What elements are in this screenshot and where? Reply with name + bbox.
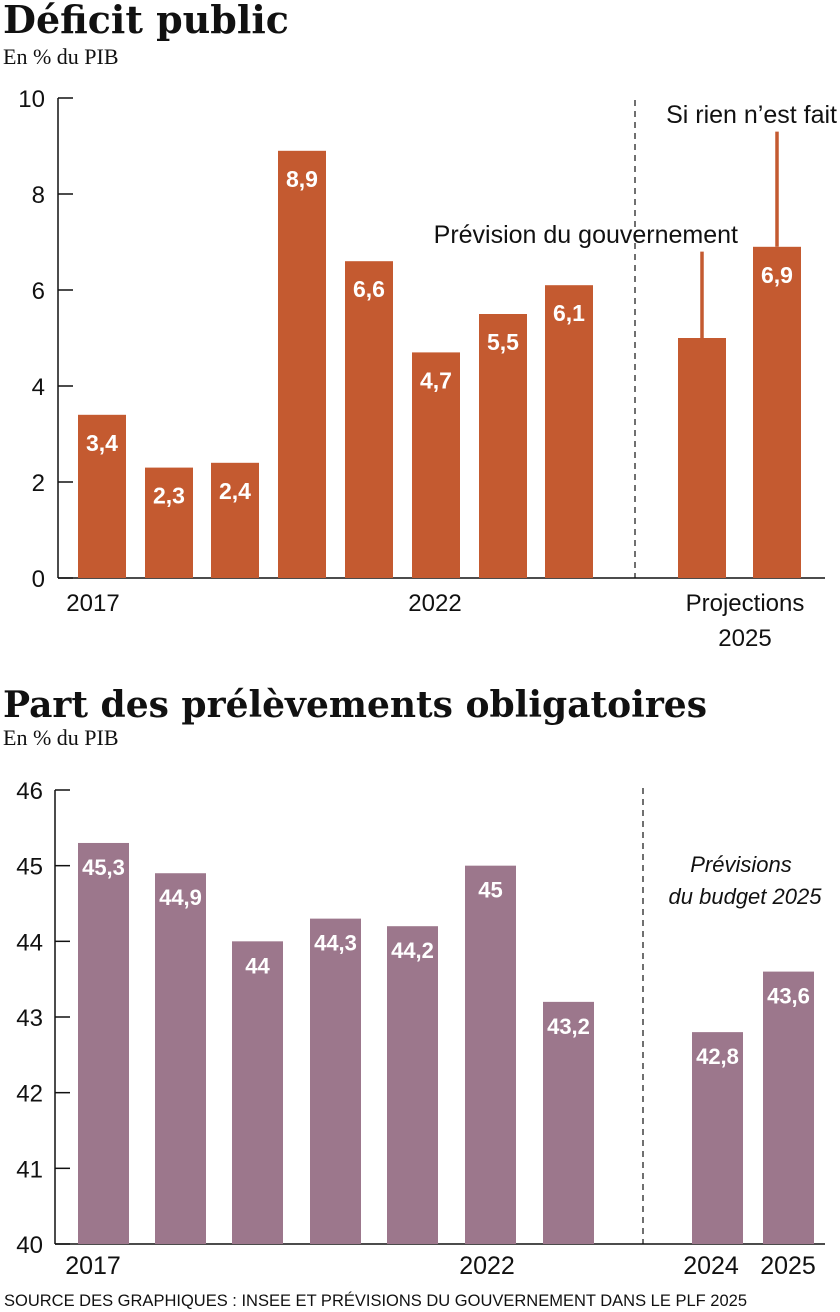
deficit-bar-label: 6,9: [761, 262, 793, 288]
prelevements-bar-label: 42,8: [696, 1044, 739, 1069]
deficit-annotation-si-rien: Si rien n’est fait: [666, 101, 837, 129]
prelevements-bars: 45,3 44,9 44 44,3 44,2 45 43,2 42,8 43,6: [78, 842, 814, 1244]
deficit-title: Déficit public: [3, 0, 289, 42]
deficit-bar: [753, 246, 801, 579]
prelevements-bar-label: 44,2: [391, 938, 434, 963]
deficit-bar: [412, 352, 460, 578]
prelevements-bar-label: 44,3: [314, 931, 357, 956]
prelevements-xlabel-2017: 2017: [65, 1252, 121, 1280]
deficit-bar: [545, 285, 593, 578]
prelevements-tick-label: 44: [16, 929, 43, 956]
deficit-bar: [678, 338, 726, 578]
prelevements-bar-label: 43,6: [767, 984, 810, 1009]
prelevements-subtitle: En % du PIB: [3, 725, 119, 750]
prelevements-tick-label: 45: [16, 854, 43, 881]
deficit-tick-label: 10: [18, 86, 45, 113]
deficit-xlabel-projections: Projections: [686, 590, 805, 617]
prelevements-annotation-line1: Prévisions: [690, 852, 791, 877]
prelevements-bar: [310, 918, 361, 1244]
prelevements-bar: [763, 971, 814, 1244]
deficit-bar-label: 3,4: [86, 430, 118, 456]
prelevements-tick-label: 46: [16, 778, 43, 805]
prelevements-bar: [543, 1001, 594, 1244]
prelevements-xlabel-2022: 2022: [459, 1252, 515, 1280]
deficit-xlabel-2017: 2017: [66, 590, 119, 617]
prelevements-bar-label: 44: [245, 953, 270, 978]
deficit-bar-label: 6,6: [353, 276, 385, 302]
deficit-bar: [345, 261, 393, 578]
prelevements-bar-label: 45: [478, 878, 502, 903]
deficit-bar: [211, 462, 259, 578]
deficit-xlabel-2025: 2025: [718, 625, 771, 652]
prelevements-bar-label: 45,3: [82, 855, 125, 880]
deficit-tick-label: 4: [32, 374, 45, 401]
prelevements-bar: [232, 941, 283, 1244]
prelevements-bar: [155, 873, 206, 1244]
deficit-bar-label: 5,5: [487, 329, 519, 355]
deficit-bar-label: 2,3: [153, 483, 185, 509]
prelevements-title: Part des prélèvements obligatoires: [3, 684, 707, 726]
deficit-bar: [145, 467, 193, 578]
prelevements-tick-label: 42: [16, 1081, 43, 1108]
deficit-tick-label: 0: [32, 566, 45, 593]
deficit-xlabel-2022: 2022: [408, 590, 461, 617]
prelevements-xlabel-2024: 2024: [683, 1252, 739, 1280]
deficit-bar: [479, 314, 527, 578]
source-note: SOURCE DES GRAPHIQUES : INSEE ET PRÉVISI…: [4, 1291, 747, 1310]
prelevements-xlabel-2025: 2025: [760, 1252, 816, 1280]
deficit-bars: 3,4 2,3 2,4 8,9 6,6 4,7 5,5 6,1 6,9: [78, 131, 801, 579]
prelevements-bar-label: 43,2: [547, 1014, 590, 1039]
deficit-bar: [78, 414, 126, 578]
deficit-subtitle: En % du PIB: [3, 44, 119, 69]
prelevements-bar: [692, 1032, 743, 1244]
deficit-bar-label: 4,7: [420, 367, 452, 393]
deficit-bar: [278, 150, 326, 579]
deficit-annotation-prevision: Prévision du gouvernement: [434, 221, 738, 249]
deficit-tick-label: 8: [32, 182, 45, 209]
deficit-bar-label: 2,4: [219, 478, 251, 504]
prelevements-bar: [387, 926, 438, 1244]
prelevements-bar: [78, 842, 129, 1244]
prelevements-chart: Part des prélèvements obligatoires En % …: [3, 684, 825, 1280]
prelevements-bar-label: 44,9: [159, 885, 202, 910]
deficit-chart: Déficit public En % du PIB 0 2 4 6 8 10 3,4 2,…: [3, 0, 837, 652]
prelevements-annotation-line2: du budget 2025: [669, 884, 823, 909]
prelevements-tick-label: 40: [16, 1232, 43, 1259]
deficit-bar-label: 8,9: [286, 166, 318, 192]
deficit-bar-label: 6,1: [553, 300, 585, 326]
prelevements-tick-label: 41: [16, 1156, 43, 1183]
prelevements-tick-label: 43: [16, 1005, 43, 1032]
deficit-tick-label: 6: [32, 278, 45, 305]
deficit-tick-label: 2: [32, 470, 45, 497]
prelevements-bar: [465, 865, 516, 1244]
